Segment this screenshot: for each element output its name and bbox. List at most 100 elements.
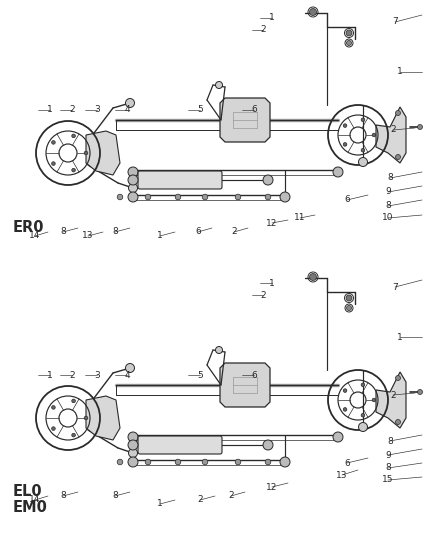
Circle shape [52, 162, 55, 165]
Text: 8: 8 [385, 464, 391, 472]
Text: 12: 12 [266, 219, 278, 228]
Text: 6: 6 [195, 228, 201, 237]
Text: 1: 1 [47, 106, 53, 115]
Circle shape [52, 141, 55, 144]
Circle shape [343, 124, 347, 127]
Circle shape [128, 183, 138, 192]
Circle shape [72, 168, 75, 172]
Circle shape [346, 295, 352, 301]
Text: 2: 2 [231, 228, 237, 237]
Text: 1: 1 [397, 333, 403, 342]
Text: 8: 8 [112, 228, 118, 237]
Circle shape [202, 459, 208, 465]
Text: 8: 8 [387, 174, 393, 182]
Text: 14: 14 [29, 496, 41, 505]
Circle shape [358, 157, 367, 166]
Text: 3: 3 [94, 106, 100, 115]
FancyBboxPatch shape [138, 171, 222, 189]
Text: 13: 13 [82, 231, 94, 240]
Circle shape [128, 440, 138, 450]
Circle shape [265, 194, 271, 200]
Circle shape [343, 143, 347, 146]
Text: 1: 1 [397, 68, 403, 77]
Polygon shape [220, 98, 270, 142]
Text: 1: 1 [157, 231, 163, 240]
Circle shape [396, 155, 400, 159]
Text: 1: 1 [269, 279, 275, 287]
Circle shape [175, 194, 181, 200]
Circle shape [128, 448, 138, 457]
Circle shape [310, 273, 317, 280]
Circle shape [84, 416, 88, 420]
Circle shape [263, 175, 273, 185]
Text: 2: 2 [390, 391, 396, 400]
Circle shape [72, 433, 75, 437]
Text: 11: 11 [294, 214, 306, 222]
Polygon shape [376, 107, 406, 163]
Text: 2: 2 [69, 106, 75, 115]
Circle shape [396, 376, 400, 381]
Text: 8: 8 [60, 491, 66, 500]
Text: 5: 5 [197, 106, 203, 115]
Polygon shape [86, 396, 120, 440]
Text: 4: 4 [124, 370, 130, 379]
Circle shape [72, 134, 75, 138]
Text: 2: 2 [197, 496, 203, 505]
Circle shape [128, 192, 138, 202]
Circle shape [361, 383, 365, 386]
Circle shape [346, 41, 352, 45]
Text: 15: 15 [382, 475, 394, 484]
Text: 6: 6 [251, 106, 257, 115]
Circle shape [126, 364, 134, 373]
Polygon shape [220, 363, 270, 407]
Circle shape [346, 30, 352, 36]
Circle shape [280, 192, 290, 202]
Circle shape [343, 389, 347, 392]
Polygon shape [376, 372, 406, 428]
Text: 6: 6 [344, 458, 350, 467]
Circle shape [333, 432, 343, 442]
Text: 2: 2 [390, 125, 396, 134]
Circle shape [343, 408, 347, 411]
Circle shape [417, 390, 423, 394]
Circle shape [128, 175, 138, 185]
Circle shape [215, 82, 223, 88]
Circle shape [310, 9, 317, 15]
Text: 3: 3 [94, 370, 100, 379]
Text: 9: 9 [385, 188, 391, 197]
Text: 8: 8 [387, 437, 393, 446]
Text: 1: 1 [47, 370, 53, 379]
Circle shape [361, 148, 365, 152]
Text: 8: 8 [60, 228, 66, 237]
Circle shape [52, 427, 55, 430]
Circle shape [126, 99, 134, 108]
Circle shape [346, 305, 352, 311]
Text: 8: 8 [385, 201, 391, 211]
Circle shape [145, 459, 151, 465]
Text: 10: 10 [382, 214, 394, 222]
FancyBboxPatch shape [138, 436, 222, 454]
Circle shape [215, 346, 223, 353]
Circle shape [333, 167, 343, 177]
Text: 8: 8 [112, 491, 118, 500]
Circle shape [235, 194, 241, 200]
Circle shape [280, 457, 290, 467]
Circle shape [128, 167, 138, 177]
Text: 12: 12 [266, 482, 278, 491]
Circle shape [372, 398, 376, 402]
Text: 5: 5 [197, 370, 203, 379]
Circle shape [263, 440, 273, 450]
Text: 4: 4 [124, 106, 130, 115]
Text: EM0: EM0 [13, 500, 48, 515]
Text: 7: 7 [392, 18, 398, 27]
Text: EL0: EL0 [13, 484, 42, 499]
Circle shape [175, 459, 181, 465]
Circle shape [128, 432, 138, 442]
Circle shape [117, 459, 123, 465]
Circle shape [84, 151, 88, 155]
Text: 2: 2 [260, 26, 266, 35]
Circle shape [145, 194, 151, 200]
Circle shape [372, 133, 376, 137]
Circle shape [358, 423, 367, 432]
Text: 9: 9 [385, 450, 391, 459]
